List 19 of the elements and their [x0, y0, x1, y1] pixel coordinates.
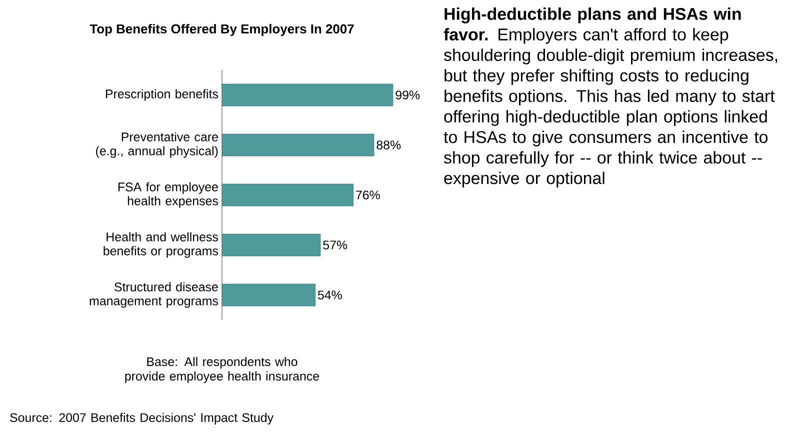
bar — [222, 184, 354, 206]
text: Base: All respondents who provide employee health insurance — [125, 356, 320, 384]
data-label: 76% — [356, 190, 380, 200]
bar — [222, 134, 374, 156]
y-tick-label: FSA for employee health expenses — [118, 182, 218, 208]
data-label: 88% — [376, 140, 401, 150]
y-tick-label: Structured disease management programs — [90, 282, 218, 308]
bar — [222, 284, 316, 306]
y-tick-label: Prescription benefits — [106, 89, 218, 101]
data-label: 99% — [396, 90, 420, 100]
data-label: 57% — [323, 240, 348, 250]
chart-title: Top Benefits Offered By Employers In 2007 — [90, 24, 354, 36]
bar — [222, 234, 321, 256]
y-tick-label: Preventative care (e.g., annual physical) — [96, 132, 218, 158]
text: High-deductible plans and HSAs win favor. Employers can't afford to keep shouldering double-digit premium increases, but they prefer shifting costs to reducing benefits options. This has led many to start offering high-deductible plan options linked to HSAs to give consumers an incentive to shop carefully for -- or think twice about -- expensive or optional — [444, 8, 778, 188]
y-tick-label: Health and wellness benefits or programs — [104, 232, 218, 258]
data-label: 54% — [318, 290, 342, 300]
bar — [222, 84, 394, 106]
source-note: Source: 2007 Benefits Decisions' Impact Study — [10, 412, 274, 424]
